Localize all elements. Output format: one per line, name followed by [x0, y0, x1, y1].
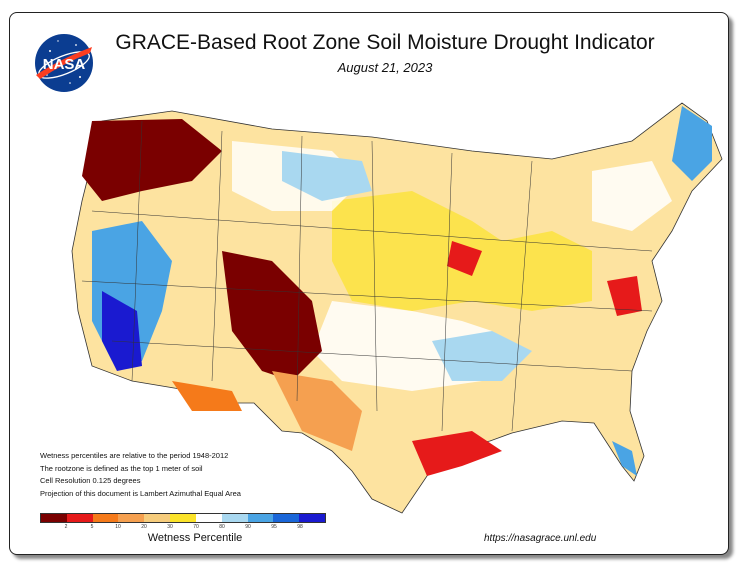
legend-swatch — [195, 514, 222, 522]
note-line: The rootzone is defined as the top 1 met… — [40, 463, 203, 473]
legend-tick-label: 90 — [245, 524, 251, 530]
legend-tick-label: 95 — [271, 524, 277, 530]
note-line: Wetness percentiles are relative to the … — [40, 451, 229, 460]
note-line: Cell Resolution 0.125 degrees — [40, 476, 141, 485]
svg-text:NASA: NASA — [43, 56, 86, 73]
legend-swatch — [170, 514, 196, 522]
legend-tick-label: 80 — [219, 524, 225, 530]
legend-tick-label: 10 — [115, 524, 121, 530]
legend-swatch — [118, 514, 145, 522]
legend-swatch — [247, 514, 274, 522]
map-frame: NASA GRACE-Based Root Zone Soil Moisture… — [9, 12, 729, 555]
note-line: Projection of this document is Lambert A… — [40, 488, 241, 498]
legend-tick-label: 70 — [193, 524, 199, 530]
legend-swatch — [92, 514, 119, 522]
map-notes: Wetness percentiles are relative to the … — [40, 450, 241, 500]
legend-title: Wetness Percentile — [147, 532, 243, 544]
legend-tick-label: 30 — [167, 524, 173, 530]
map-title: GRACE-Based Root Zone Soil Moisture Drou… — [115, 31, 655, 54]
legend-swatch — [144, 514, 171, 522]
legend-ticks: 2 5 10 20 30 70 80 90 95 98 — [40, 523, 326, 533]
map-date: August 21, 2023 — [337, 60, 433, 75]
legend-tick-label: 98 — [297, 524, 303, 530]
source-url[interactable]: https://nasagrace.unl.edu — [484, 533, 597, 544]
wetness-legend: 2 5 10 20 30 70 80 90 95 98 Wetness Percentile — [40, 513, 326, 544]
legend-color-bar — [40, 513, 326, 523]
legend-tick-label: 20 — [141, 524, 147, 530]
legend-swatch — [221, 514, 248, 522]
nasa-logo: NASA — [35, 34, 93, 92]
legend-tick-label: 5 — [90, 524, 94, 530]
legend-swatch — [273, 514, 300, 522]
us-drought-map — [71, 102, 723, 514]
legend-swatch — [41, 514, 67, 522]
legend-swatch — [299, 514, 325, 522]
legend-swatch — [66, 514, 93, 522]
legend-tick-label: 2 — [64, 524, 68, 530]
